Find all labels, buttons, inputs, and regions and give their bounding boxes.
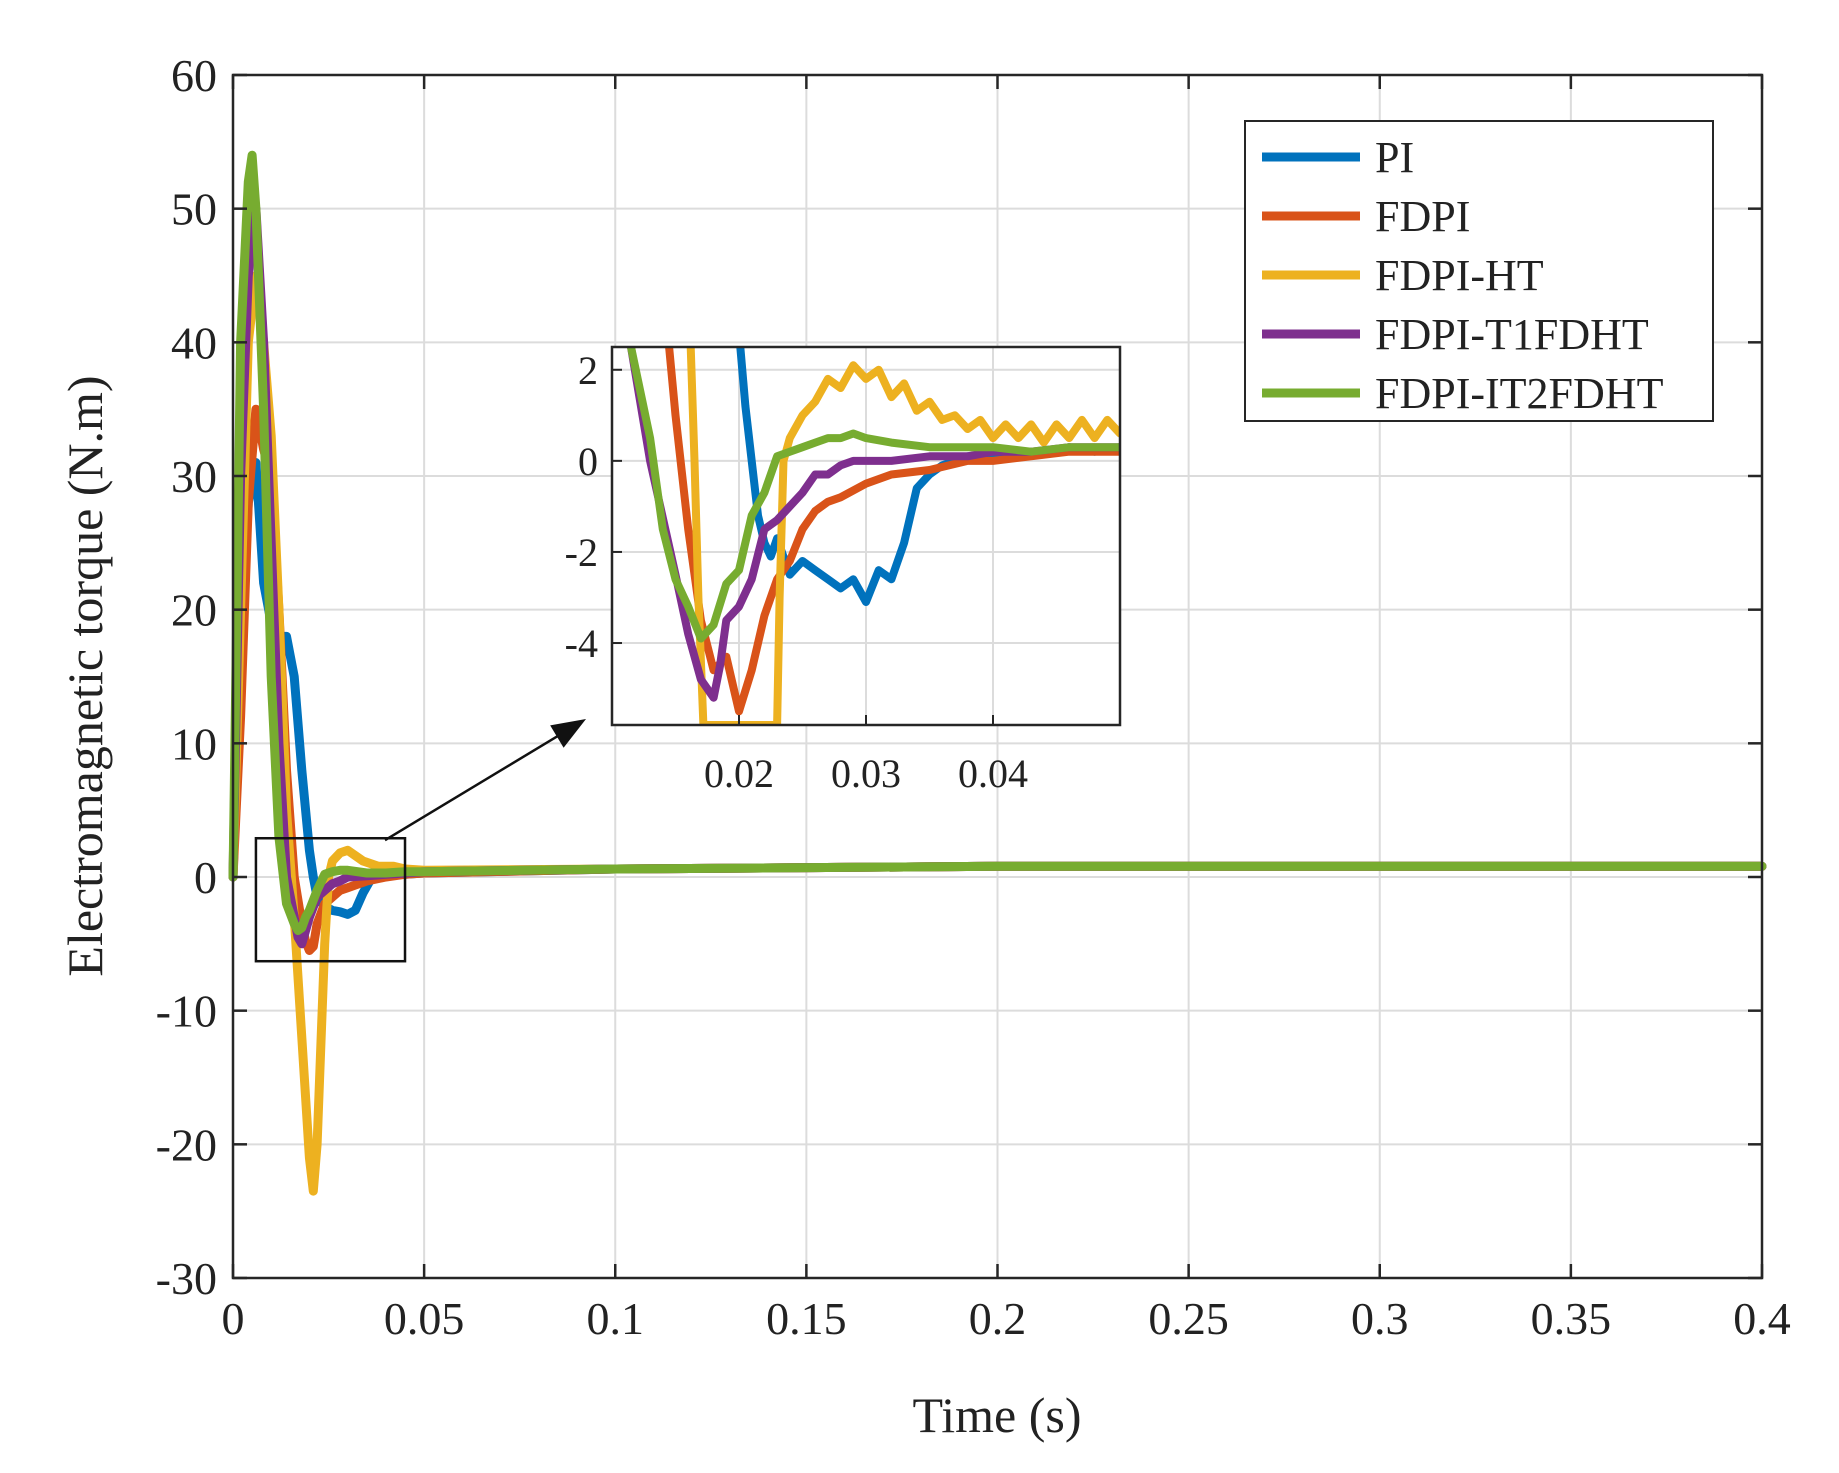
- zoom-arrow-line: [384, 731, 564, 842]
- inset-ticks: [612, 368, 994, 725]
- series-line-fdpi-it2fdht: [228, 150, 1767, 935]
- legend-items: PI FDPI FDPI-HT FDPI-T1FDHT FDPI-IT2FDHT: [1262, 133, 1664, 418]
- main-tick-labels: 0 0.05 0.1 0.15 0.2 0.25 0.3 0.35 0.4-30-20-1001…: [156, 50, 1791, 1344]
- x-tick-label: 0: [222, 1293, 245, 1344]
- x-tick-label: 0.2: [969, 1293, 1027, 1344]
- y-tick-label: 10: [171, 718, 217, 769]
- main-ticks: [231, 73, 1764, 1280]
- x-tick-label: 0.35: [1531, 1293, 1612, 1344]
- legend-label-fdpi-ht: FDPI-HT: [1375, 251, 1544, 300]
- y-tick-label: 20: [171, 585, 217, 636]
- inset-series-line-fdpi-ht: [686, 347, 1120, 725]
- y-tick-label: -20: [156, 1119, 217, 1170]
- x-axis-title: Time (s): [912, 1387, 1081, 1443]
- y-tick-label: 60: [171, 50, 217, 101]
- inset-y-tick-label: 2: [578, 348, 598, 393]
- inset-series-line-fdpi-t1fdht: [627, 347, 1120, 702]
- legend-label-fdpi-t1fdht: FDPI-T1FDHT: [1375, 310, 1649, 359]
- y-tick-label: 30: [171, 451, 217, 502]
- y-tick-label: 50: [171, 184, 217, 235]
- inset-tick-labels: 0.02 0.03 0.04 -4 -2 0 2: [565, 348, 1028, 796]
- legend-label-fdpi: FDPI: [1375, 192, 1470, 241]
- inset-x-tick-label: 0.02: [704, 751, 774, 796]
- inset-series-line-fdpi: [665, 347, 1120, 716]
- y-axis-title: Electromagnetic torque (N.m): [57, 375, 113, 976]
- inset-series-layer: [627, 347, 1120, 725]
- x-tick-label: 0.1: [587, 1293, 645, 1344]
- y-tick-label: -30: [156, 1253, 217, 1304]
- zoom-arrow-head: [550, 719, 586, 748]
- x-tick-label: 0.15: [766, 1293, 847, 1344]
- inset-y-tick-label: -2: [565, 530, 598, 575]
- legend-label-pi: PI: [1375, 133, 1414, 182]
- y-tick-label: 0: [194, 852, 217, 903]
- x-tick-label: 0.4: [1733, 1293, 1791, 1344]
- zoom-box: [254, 836, 407, 963]
- main-series-layer: [228, 150, 1767, 1196]
- x-tick-label: 0.3: [1351, 1293, 1409, 1344]
- inset-x-tick-label: 0.04: [958, 751, 1028, 796]
- x-tick-label: 0.05: [384, 1293, 465, 1344]
- inset-plot: 0.02 0.03 0.04 -4 -2 0 2: [565, 345, 1122, 796]
- legend-label-fdpi-it2fdht: FDPI-IT2FDHT: [1375, 369, 1664, 418]
- inset-y-tick-label: 0: [578, 439, 598, 484]
- inset-series-viewport: [627, 347, 1120, 725]
- zoom-indicator: [254, 719, 586, 963]
- legend: PI FDPI FDPI-HT FDPI-T1FDHT FDPI-IT2FDHT: [1244, 120, 1714, 422]
- y-tick-label: 40: [171, 317, 217, 368]
- inset-y-tick-label: -4: [565, 621, 598, 666]
- y-tick-label: -10: [156, 986, 217, 1037]
- inset-x-tick-label: 0.03: [831, 751, 901, 796]
- x-tick-label: 0.25: [1148, 1293, 1229, 1344]
- inset-series-line-fdpi-it2fdht: [627, 347, 1120, 643]
